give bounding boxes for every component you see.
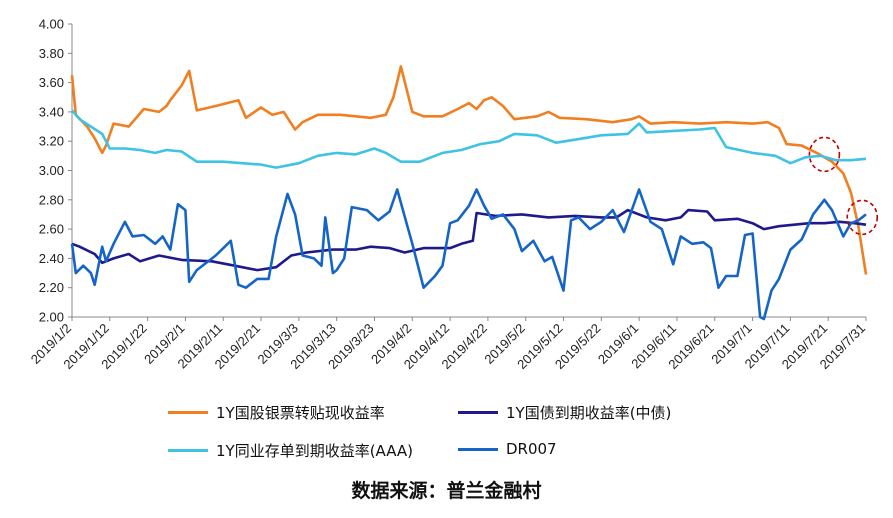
annotation-layer: [808, 136, 879, 236]
legend-item-dr007: DR007: [458, 440, 557, 458]
series-line-3: [70, 188, 867, 321]
legend-swatch: [458, 447, 498, 451]
series-line-0: [70, 65, 868, 275]
y-tick-label: 3.60: [39, 75, 64, 90]
legend-label: DR007: [506, 440, 557, 458]
legend-label: 1Y国股银票转贴现收益率: [216, 404, 385, 422]
y-tick-label: 3.00: [39, 163, 64, 178]
y-tick-label: 3.80: [39, 46, 64, 61]
y-tick-label: 4.00: [39, 17, 64, 32]
x-axis: 2019/1/22019/1/122019/1/222019/2/12019/2…: [28, 316, 868, 372]
legend-label: 1Y国债到期收益率(中债): [506, 404, 672, 422]
source-caption: 数据来源：普兰金融村: [351, 480, 542, 502]
highlight-circle-0: [808, 136, 841, 173]
line-chart: 4.00 3.80 3.60 3.40 3.20 3.00 2.80 2.60 2.40 2.20…: [28, 17, 879, 372]
y-axis: 4.00 3.80 3.60 3.40 3.20 3.00 2.80 2.60 2.40 2.20…: [39, 17, 73, 325]
legend-label: 1Y同业存单到期收益率(AAA): [216, 442, 414, 460]
y-tick-label: 2.60: [39, 222, 64, 237]
series-line-2: [71, 109, 867, 169]
legend-swatch: [168, 449, 208, 452]
y-tick-label: 3.20: [39, 134, 64, 149]
y-tick-label: 2.80: [39, 192, 64, 207]
legend-swatch: [458, 411, 498, 414]
legend-item-ncd: 1Y同业存单到期收益率(AAA): [168, 440, 413, 461]
y-tick-label: 2.40: [39, 251, 64, 266]
y-tick-label: 3.40: [39, 104, 64, 119]
series-layer: [70, 65, 868, 321]
legend-swatch: [168, 411, 208, 414]
legend-item-bill-discount: 1Y国股银票转贴现收益率: [168, 402, 385, 423]
legend-item-treasury: 1Y国债到期收益率(中债): [458, 402, 671, 423]
highlight-circle-1: [846, 199, 879, 236]
y-tick-label: 2.20: [39, 280, 64, 295]
y-tick-label: 2.00: [39, 310, 64, 325]
series-line-1: [71, 208, 867, 272]
